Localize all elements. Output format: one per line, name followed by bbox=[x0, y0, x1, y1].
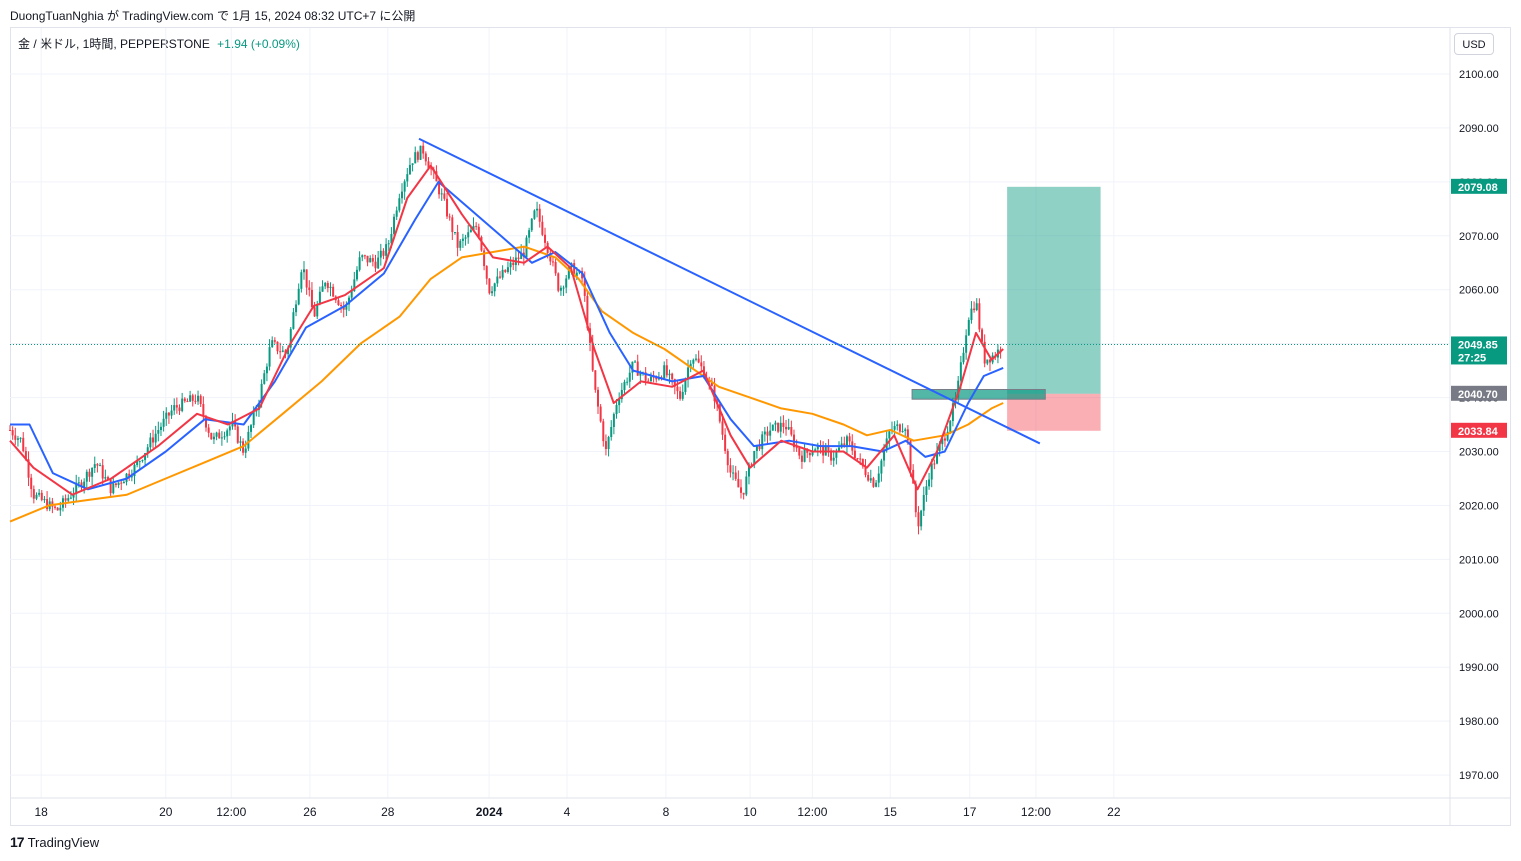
currency-button[interactable]: USD bbox=[1454, 33, 1494, 55]
price-change: +1.94 (+0.09%) bbox=[217, 37, 300, 51]
symbol-name[interactable]: 金 / 米ドル, 1時間, PEPPERSTONE bbox=[18, 37, 210, 51]
tradingview-logo-icon: 17 bbox=[10, 834, 25, 850]
chart-frame bbox=[10, 27, 1511, 826]
publish-info: DuongTuanNghia が TradingView.com で 1月 15… bbox=[10, 9, 416, 23]
tradingview-brand: TradingView bbox=[27, 834, 100, 850]
symbol-legend[interactable]: 金 / 米ドル, 1時間, PEPPERSTONE +1.94 (+0.09%) bbox=[18, 35, 300, 52]
footer[interactable]: 17 TradingView bbox=[10, 834, 99, 850]
